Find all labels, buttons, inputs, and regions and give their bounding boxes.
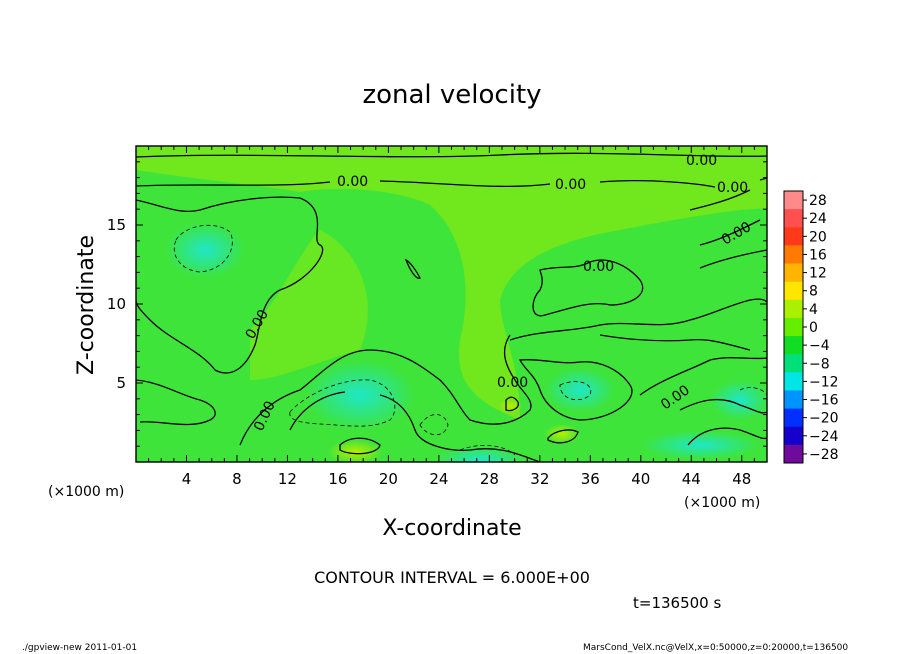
positive-pocket-3 [498,398,522,414]
colorbar: 28 24 20 16 12 8 4 0 −4 −8 −12 −16 −20 −24 −28 [783,190,839,464]
colorbar-label: −8 [809,356,830,372]
colorbar-segment [784,426,803,446]
y-axis: 5 10 15 [107,161,767,447]
footer-right: MarsCond_VelX.nc@VelX,x=0:50000,z=0:2000… [583,643,848,653]
colorbar-label: 24 [809,211,827,227]
colorbar-label: 28 [809,193,827,209]
contour-lines [136,152,767,462]
x-tick-label: 24 [429,470,448,488]
x-tick-label: 48 [732,470,751,488]
negative-core-center [305,360,415,430]
contour-label: 0.00 [717,180,748,196]
colorbar-label: −20 [809,411,839,427]
colorbar-segment [784,209,803,228]
negative-core-left [165,222,245,278]
colorbar-label: 8 [809,284,818,300]
colorbar-segment [784,444,803,464]
colorbar-segment [784,317,803,337]
x-tick-label: 16 [328,470,347,488]
x-tick-label: 8 [232,470,242,488]
footer-left: ./gpview-new 2011-01-01 [22,643,137,653]
x-tick-label: 44 [682,470,701,488]
positive-pocket-2 [544,424,580,444]
x-axis: 4 8 12 16 20 24 28 32 36 40 44 48 [148,146,755,488]
colorbar-label: 20 [809,229,827,245]
contour-label: 0.00 [583,259,614,275]
colorbar-label: −4 [809,338,830,354]
contour-interval-text: CONTOUR INTERVAL = 6.000E+00 [314,568,590,587]
y-tick-label: 5 [116,374,126,392]
contour-label: 0.00 [497,375,528,391]
y-tick-label: 15 [107,216,126,234]
x-axis-label: X-coordinate [382,516,521,541]
colorbar-label: −12 [809,374,839,390]
positive-region [136,146,767,420]
colorbar-segment [784,354,803,373]
positive-pocket-1 [327,440,383,462]
colorbar-label: −24 [809,429,839,445]
colorbar-segment [784,372,803,391]
negative-core-bottom-right [640,431,760,459]
x-tick-label: 32 [530,470,549,488]
y-tick-label: 10 [107,295,126,313]
colorbar-label: 0 [809,320,818,336]
x-tick-label: 20 [379,470,398,488]
colorbar-segment [784,390,803,410]
colorbar-label: −28 [809,447,839,463]
colorbar-label: 16 [809,247,827,263]
negative-contours [174,225,767,456]
colorbar-segment [784,245,803,265]
colorbar-segment [784,336,803,355]
chart-title: zonal velocity [362,80,541,110]
colorbar-segment [784,408,803,428]
positive-region-lower [250,230,368,380]
y-axis-label: Z-coordinate [74,235,99,375]
x-tick-label: 36 [581,470,600,488]
colorbar-segment [784,191,803,210]
colorbar-segment [784,227,803,246]
colorbar-label: 4 [809,302,818,318]
colorbar-segment [784,299,803,319]
x-tick-label: 40 [631,470,650,488]
colorbar-segment [784,263,803,283]
x-unit-label: (×1000 m) [48,484,124,500]
negative-core-right [545,368,615,412]
contour-label: 0.00 [555,177,586,193]
x-tick-label: 12 [278,470,297,488]
colorbar-label: 12 [809,266,827,282]
x-tick-label: 28 [480,470,499,488]
x-tick-label: 4 [182,470,192,488]
time-text: t=136500 s [633,594,721,612]
contour-label: 0.00 [337,174,368,190]
x-unit-label-right: (×1000 m) [684,495,760,511]
contour-label: 0.00 [686,153,717,169]
colorbar-label: −16 [809,393,839,409]
plot-area: 0.00 0.00 0.00 0.00 0.00 0.00 0.00 0.00 … [136,146,767,462]
colorbar-segment [784,281,803,301]
